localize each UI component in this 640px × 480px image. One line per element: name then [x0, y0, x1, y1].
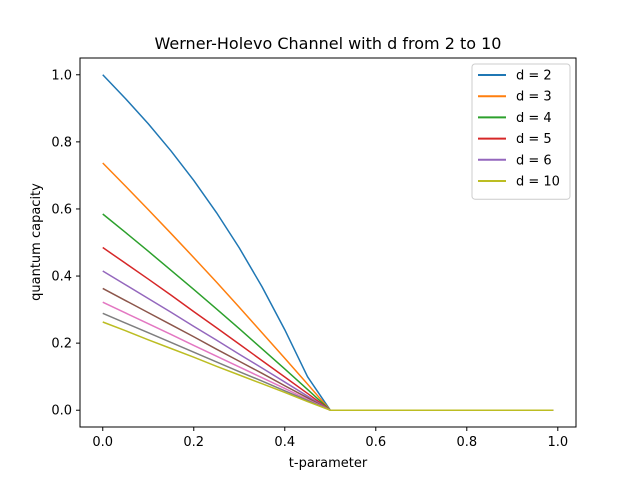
x-tick-label: 1.0: [547, 435, 568, 450]
y-axis-label: quantum capacity: [29, 183, 44, 301]
legend-label: d = 3: [516, 90, 552, 105]
legend-box: [471, 63, 571, 200]
x-tick-label: 0.0: [92, 435, 113, 450]
y-tick-label: 1.0: [51, 68, 72, 83]
y-tick-label: 0.4: [51, 270, 72, 285]
legend-label: d = 2: [516, 69, 552, 84]
plot-frame: [79, 57, 577, 428]
x-tick-label: 0.4: [274, 435, 295, 450]
x-tick-label: 0.8: [456, 435, 477, 450]
legend-label: d = 5: [516, 132, 552, 147]
legend: d = 2 d = 3 d = 4 d = 5 d = 6 d = 10: [471, 63, 571, 200]
chart-title: Werner-Holevo Channel with d from 2 to 1…: [155, 34, 502, 53]
y-tick-label: 0.2: [51, 337, 72, 352]
x-axis: 0.0 0.2 0.4 0.6 0.8 1.0: [92, 427, 568, 450]
y-tick-label: 0.0: [51, 404, 72, 419]
x-tick-label: 0.2: [183, 435, 204, 450]
legend-label: d = 4: [516, 111, 552, 126]
x-axis-label: t-parameter: [289, 456, 368, 471]
legend-label: d = 10: [516, 175, 560, 190]
legend-label: d = 6: [516, 153, 552, 168]
y-axis: 0.0 0.2 0.4 0.6 0.8 1.0: [51, 68, 80, 419]
y-tick-label: 0.6: [51, 202, 72, 217]
x-tick-label: 0.6: [365, 435, 386, 450]
series-line-8: [102, 321, 554, 411]
y-tick-label: 0.8: [51, 135, 72, 150]
